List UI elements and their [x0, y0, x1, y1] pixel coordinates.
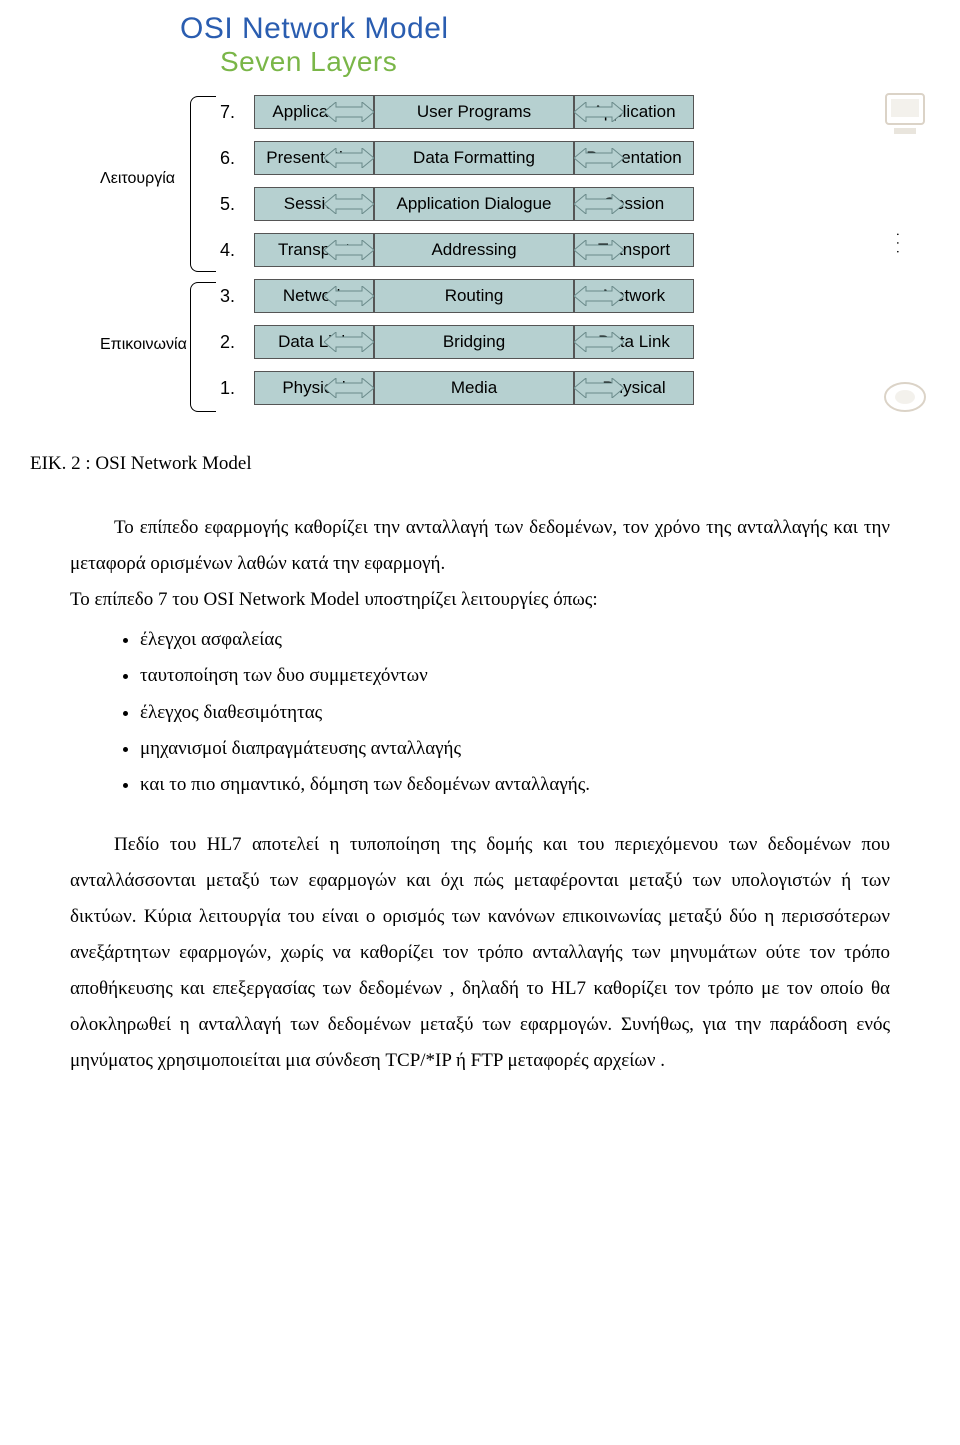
double-arrow-icon [574, 240, 624, 260]
double-arrow-icon [574, 148, 624, 168]
layer-box-mid: Routing [374, 279, 574, 313]
document-body: ΕΙΚ. 2 : OSI Network Model Το επίπεδο εφ… [70, 446, 890, 1080]
layer-number: 3. [220, 286, 254, 307]
list-item: μηχανισμοί διαπραγμάτευσης ανταλλαγής [140, 731, 890, 767]
list-item: έλεγχοι ασφαλείας [140, 622, 890, 658]
osi-diagram: OSI Network Model Seven Layers Λειτουργί… [100, 0, 940, 416]
layer-row: 4.TransportAddressingTransport [220, 230, 870, 270]
brackets-column: Λειτουργία Επικοινωνία [100, 92, 220, 408]
layer-box-mid: User Programs [374, 95, 574, 129]
layer-row: 1.PhysicalMediaPhysical [220, 368, 870, 408]
list-item: και το πιο σημαντικό, δόμηση των δεδομέν… [140, 767, 890, 803]
layers-area: Λειτουργία Επικοινωνία 7.ApplicationUser… [100, 92, 940, 408]
computer-icon [880, 88, 930, 138]
layer-box-mid: Data Formatting [374, 141, 574, 175]
decorations-column: ··· [870, 92, 940, 408]
double-arrow-icon [324, 240, 374, 260]
double-arrow-icon [324, 194, 374, 214]
figure-caption: ΕΙΚ. 2 : OSI Network Model [30, 446, 890, 482]
layer-box-mid: Addressing [374, 233, 574, 267]
layer-number: 1. [220, 378, 254, 399]
layer-row: 5.SessionApplication DialogueSession [220, 184, 870, 224]
list-item: ταυτοποίηση των δυο συμμετεχόντων [140, 658, 890, 694]
layer-number: 2. [220, 332, 254, 353]
double-arrow-icon [574, 194, 624, 214]
diagram-title: OSI Network Model Seven Layers [100, 12, 940, 78]
bracket-label-lower: Επικοινωνία [100, 336, 187, 354]
layer-number: 6. [220, 148, 254, 169]
paragraph-1: Το επίπεδο εφαρμογής καθορίζει την ανταλ… [70, 510, 890, 582]
layer-number: 5. [220, 194, 254, 215]
layer-number: 4. [220, 240, 254, 261]
bracket-label-upper: Λειτουργία [100, 170, 175, 188]
bracket-upper [190, 96, 216, 272]
title-sub: Seven Layers [180, 46, 940, 78]
double-arrow-icon [574, 286, 624, 306]
bracket-lower [190, 282, 216, 412]
title-main: OSI Network Model [180, 12, 940, 46]
layer-row: 7.ApplicationUser ProgramsApplication [220, 92, 870, 132]
double-arrow-icon [574, 332, 624, 352]
layer-row: 2.Data LinkBridgingData Link [220, 322, 870, 362]
double-arrow-icon [324, 286, 374, 306]
double-arrow-icon [574, 102, 624, 122]
vertical-dots-icon: ··· [888, 232, 904, 258]
layer-number: 7. [220, 102, 254, 123]
list-item: έλεγχος διαθεσιμότητας [140, 695, 890, 731]
paragraph-3: Πεδίο του HL7 αποτελεί η τυποποίηση της … [70, 827, 890, 1080]
double-arrow-icon [324, 332, 374, 352]
layer-box-mid: Media [374, 371, 574, 405]
layer-box-mid: Application Dialogue [374, 187, 574, 221]
double-arrow-icon [324, 102, 374, 122]
layer-rows: 7.ApplicationUser ProgramsApplication 6.P… [220, 92, 870, 408]
layer-row: 6.PresentationData FormattingPresentatio… [220, 138, 870, 178]
double-arrow-icon [324, 148, 374, 168]
layer-row: 3.NetworkRoutingNetwork [220, 276, 870, 316]
layer-box-mid: Bridging [374, 325, 574, 359]
double-arrow-icon [324, 378, 374, 398]
bullet-list: έλεγχοι ασφαλείας ταυτοποίηση των δυο συ… [140, 622, 890, 802]
media-icon [880, 372, 930, 422]
paragraph-2: Το επίπεδο 7 του OSI Network Model υποστ… [70, 582, 890, 618]
double-arrow-icon [574, 378, 624, 398]
